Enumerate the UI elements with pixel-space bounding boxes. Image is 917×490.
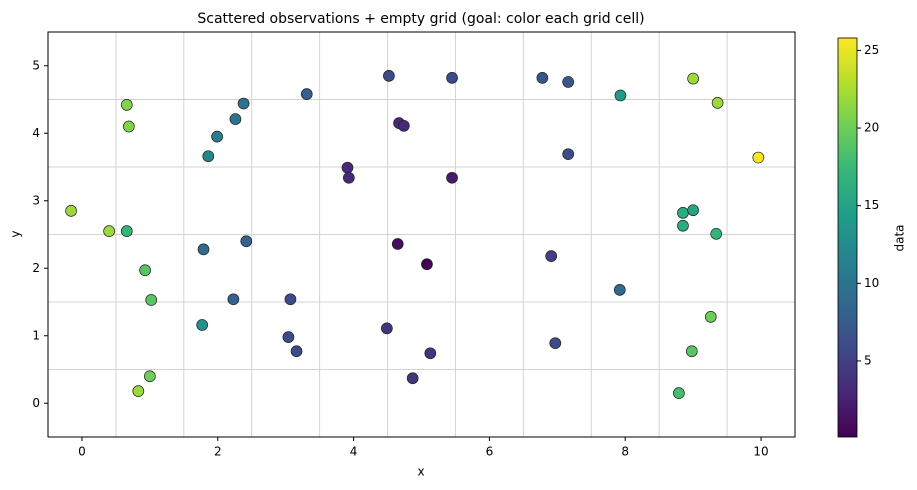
point: [227, 293, 240, 306]
point: [711, 97, 724, 109]
point: [685, 345, 698, 358]
y-tick-label: 3: [32, 193, 40, 207]
y-tick-label: 2: [32, 261, 40, 275]
x-axis-label: x: [417, 465, 424, 479]
point: [202, 150, 215, 163]
x-tick-label: 8: [621, 445, 629, 459]
point: [397, 119, 410, 132]
point: [677, 219, 689, 232]
plot-frame: [47, 31, 796, 438]
point: [341, 161, 354, 174]
point: [132, 385, 145, 397]
point: [145, 294, 158, 306]
point: [752, 151, 765, 164]
y-tick-label: 5: [32, 58, 40, 72]
point: [446, 171, 458, 184]
point: [103, 225, 115, 237]
point: [282, 331, 295, 343]
point: [381, 322, 393, 335]
colorbar-tick-label: 10: [864, 276, 879, 290]
point: [424, 347, 437, 360]
point: [122, 120, 135, 133]
point: [240, 235, 253, 248]
point: [677, 207, 689, 219]
x-tick-label: 6: [486, 445, 494, 459]
colorbar-tick-label: 5: [864, 353, 872, 367]
point: [710, 227, 723, 240]
point: [139, 264, 151, 277]
point: [211, 130, 223, 143]
x-tick-label: 4: [350, 445, 358, 459]
point: [549, 337, 562, 350]
point: [687, 204, 699, 217]
x-tick-label: 2: [214, 445, 222, 459]
point: [284, 293, 297, 306]
y-tick-label: 1: [32, 328, 40, 342]
x-tick-label: 10: [753, 445, 768, 459]
point: [197, 243, 210, 256]
y-tick-label: 4: [32, 126, 40, 140]
point: [421, 258, 433, 271]
point: [562, 76, 575, 88]
y-axis-label: y: [9, 230, 23, 237]
point: [383, 70, 395, 82]
point: [613, 284, 626, 296]
point: [300, 88, 313, 100]
point: [446, 72, 458, 84]
point: [545, 250, 558, 262]
point: [391, 238, 404, 250]
point: [687, 72, 699, 85]
point: [406, 372, 419, 385]
point: [342, 171, 355, 184]
point: [144, 370, 156, 383]
point: [120, 225, 133, 237]
colorbar-label: data: [893, 224, 907, 251]
point: [562, 148, 575, 161]
colorbar-tick-label: 15: [864, 198, 879, 212]
point: [614, 89, 627, 102]
point: [196, 319, 209, 331]
point: [673, 387, 685, 399]
point: [120, 99, 133, 111]
point: [229, 113, 242, 125]
point: [237, 97, 250, 110]
colorbar: [837, 37, 858, 438]
chart-title: Scattered observations + empty grid (goa…: [197, 11, 644, 27]
colorbar-tick-label: 20: [864, 121, 879, 135]
point: [65, 205, 77, 217]
x-tick-label: 0: [78, 445, 86, 459]
point: [704, 311, 717, 323]
point: [536, 72, 549, 84]
point: [290, 345, 303, 358]
colorbar-tick-label: 25: [864, 43, 879, 57]
y-tick-label: 0: [32, 396, 40, 410]
